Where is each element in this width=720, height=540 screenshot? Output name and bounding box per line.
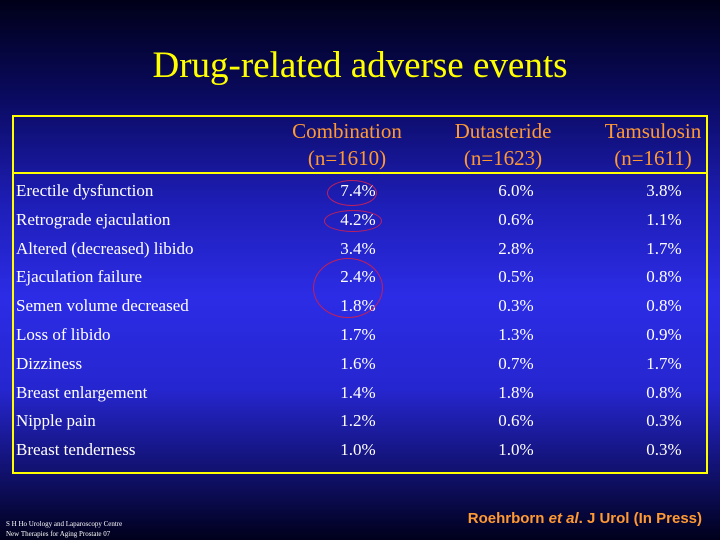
footer-text: S H Ho Urology and Laparoscopy Centre Ne… bbox=[6, 519, 122, 539]
cell-value: 1.1% bbox=[646, 209, 682, 229]
column-header-tamsulosin: Tamsulosin (n=1611) bbox=[578, 118, 720, 172]
row-label: Dizziness bbox=[16, 353, 83, 373]
row-label: Nipple pain bbox=[16, 411, 96, 431]
row-label: Breast enlargement bbox=[16, 382, 148, 402]
row-label: Erectile dysfunction bbox=[16, 181, 154, 200]
highlight-circle bbox=[324, 210, 382, 232]
cell-value: 1.7% bbox=[646, 238, 682, 258]
citation-etal: et al bbox=[548, 510, 579, 527]
cell-value: 0.3% bbox=[498, 296, 534, 316]
cell-value: 0.6% bbox=[498, 411, 534, 431]
footer-line: New Therapies for Aging Prostate 07 bbox=[6, 530, 111, 538]
cell-value: 0.8% bbox=[646, 382, 682, 402]
table-row: Nipple pain 1.2% 0.6% 0.3% bbox=[16, 411, 696, 439]
cell-value: 0.8% bbox=[646, 296, 682, 316]
column-header-dutasteride: Dutasteride (n=1623) bbox=[428, 118, 578, 172]
table-row: Altered (decreased) libido 3.4% 2.8% 1.7% bbox=[16, 239, 696, 267]
cell-value: 0.7% bbox=[498, 353, 534, 373]
row-label: Breast tenderness bbox=[16, 440, 136, 460]
column-name: Combination bbox=[292, 119, 402, 143]
slide-title: Drug-related adverse events bbox=[152, 45, 568, 86]
column-header-combination: Combination (n=1610) bbox=[272, 118, 422, 172]
highlight-circle bbox=[313, 258, 383, 318]
cell-value: 3.8% bbox=[646, 181, 682, 200]
row-label: Loss of libido bbox=[16, 325, 111, 344]
cell-value: 2.8% bbox=[498, 238, 534, 258]
citation-author: Roehrborn bbox=[467, 510, 549, 527]
cell-value: 3.4% bbox=[340, 238, 376, 258]
table-row: Breast enlargement 1.4% 1.8% 0.8% bbox=[16, 383, 696, 411]
cell-value: 0.3% bbox=[646, 440, 682, 460]
column-n: (n=1611) bbox=[614, 146, 692, 170]
cell-value: 6.0% bbox=[498, 181, 534, 200]
cell-value: 0.5% bbox=[498, 267, 534, 287]
column-name: Tamsulosin bbox=[604, 119, 702, 143]
cell-value: 1.8% bbox=[498, 382, 534, 402]
cell-value: 1.0% bbox=[498, 440, 534, 460]
row-label: Semen volume decreased bbox=[16, 296, 189, 316]
cell-value: 1.7% bbox=[340, 325, 376, 344]
cell-value: 1.6% bbox=[340, 353, 376, 373]
cell-value: 1.2% bbox=[340, 411, 376, 431]
cell-value: 1.4% bbox=[340, 382, 376, 402]
table-row: Dizziness 1.6% 0.7% 1.7% bbox=[16, 354, 696, 382]
cell-value: 1.0% bbox=[340, 440, 376, 460]
table-row: Loss of libido 1.7% 1.3% 0.9% bbox=[16, 325, 696, 353]
table-frame bbox=[12, 115, 708, 474]
row-label: Ejaculation failure bbox=[16, 267, 143, 287]
cell-value: 1.3% bbox=[498, 325, 534, 344]
header-divider bbox=[12, 172, 708, 174]
column-name: Dutasteride bbox=[454, 119, 552, 143]
row-label: Altered (decreased) libido bbox=[16, 238, 194, 258]
cell-value: 0.9% bbox=[646, 325, 682, 344]
row-label: Retrograde ejaculation bbox=[16, 209, 171, 229]
citation-rest: . J Urol (In Press) bbox=[578, 510, 702, 527]
highlight-circle bbox=[327, 180, 377, 206]
cell-value: 0.6% bbox=[498, 209, 534, 229]
column-n: (n=1623) bbox=[463, 146, 543, 170]
table-row: Breast tenderness 1.0% 1.0% 0.3% bbox=[16, 440, 696, 468]
column-n: (n=1610) bbox=[307, 146, 387, 170]
cell-value: 1.7% bbox=[646, 353, 682, 373]
citation: Roehrborn et al. J Urol (In Press) bbox=[468, 510, 702, 527]
footer-line: S H Ho Urology and Laparoscopy Centre bbox=[6, 520, 123, 528]
cell-value: 0.3% bbox=[646, 411, 682, 431]
cell-value: 0.8% bbox=[646, 267, 682, 287]
